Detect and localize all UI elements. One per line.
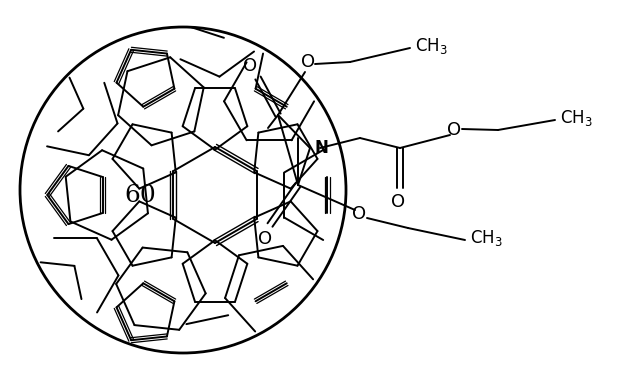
Text: N: N [314,139,328,157]
Text: CH$_3$: CH$_3$ [560,108,593,128]
Text: O: O [391,193,405,211]
Text: CH$_3$: CH$_3$ [470,228,503,248]
Text: O: O [447,121,461,139]
Text: CH$_3$: CH$_3$ [415,36,448,56]
Text: O: O [352,205,366,223]
Text: O: O [301,53,315,71]
Text: O: O [243,57,257,75]
Text: O: O [258,230,272,248]
Text: 60: 60 [124,183,156,206]
